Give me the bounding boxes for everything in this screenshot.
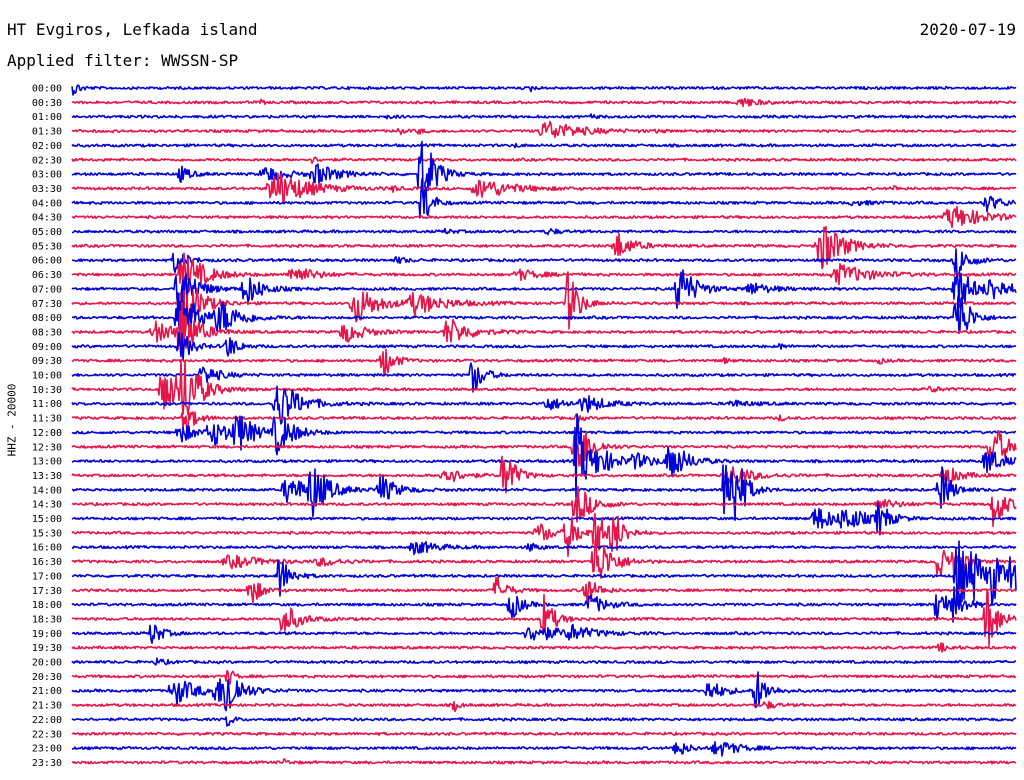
time-tick-label: 08:00 [32, 313, 62, 324]
seismic-trace-row [71, 642, 1017, 653]
time-tick-label: 20:00 [32, 658, 62, 669]
time-tick-label: 17:30 [32, 586, 62, 597]
seismic-trace-row [72, 589, 1017, 647]
seismic-trace-row [71, 485, 1017, 527]
time-tick-label: 05:30 [32, 241, 62, 252]
seismic-trace-row [71, 700, 1017, 713]
seismic-trace-row [71, 623, 1017, 644]
seismic-trace-row [72, 741, 1017, 757]
seismic-trace-row [71, 172, 1017, 204]
seismic-trace-row [71, 464, 1017, 521]
seismic-trace-row [71, 540, 1017, 607]
time-tick-label: 11:00 [32, 399, 62, 410]
seismic-trace-row [71, 156, 1017, 164]
time-tick-label: 15:30 [32, 528, 62, 539]
time-tick-label: 03:00 [32, 170, 62, 181]
seismic-trace-row [71, 97, 1017, 108]
time-tick-label: 21:30 [32, 701, 62, 712]
time-tick-label: 07:00 [32, 284, 62, 295]
seismic-trace-row [71, 385, 1017, 425]
time-tick-label: 00:30 [32, 98, 62, 109]
time-tick-label: 23:00 [32, 744, 62, 755]
time-tick-label: 16:30 [32, 557, 62, 568]
seismic-trace-row [71, 140, 1017, 214]
seismic-trace-row [71, 362, 1017, 393]
time-tick-label: 09:30 [32, 356, 62, 367]
seismic-trace-row [71, 576, 1017, 604]
time-tick-label: 06:00 [32, 256, 62, 267]
time-tick-label: 07:30 [32, 299, 62, 310]
time-tick-label: 14:30 [32, 500, 62, 511]
seismic-trace-row [71, 669, 1017, 685]
recording-date: 2020-07-19 [919, 20, 1016, 39]
time-tick-label: 16:00 [32, 543, 62, 554]
time-tick-label: 15:00 [32, 514, 62, 525]
seismic-trace-row [71, 252, 1017, 296]
time-tick-label: 04:30 [32, 213, 62, 224]
time-tick-label: 02:30 [32, 155, 62, 166]
time-tick-label: 23:30 [32, 758, 62, 769]
time-tick-label: 12:00 [32, 428, 62, 439]
time-tick-label: 17:00 [32, 571, 62, 582]
seismic-trace-row [71, 358, 1017, 416]
seismic-trace-row [71, 716, 1017, 727]
time-tick-label: 22:00 [32, 715, 62, 726]
seismic-trace-row [71, 301, 1017, 356]
seismic-trace-row [71, 225, 1017, 270]
seismic-trace-row [72, 413, 1017, 499]
seismic-trace-row [71, 178, 1017, 219]
time-tick-label: 10:30 [32, 385, 62, 396]
time-tick-label: 21:00 [32, 686, 62, 697]
time-tick-label: 19:30 [32, 643, 62, 654]
filter-label: Applied filter: WWSSN-SP [7, 51, 239, 70]
seismic-trace-row [71, 205, 1017, 229]
seismic-trace-row [71, 269, 1017, 309]
seismic-trace-row [72, 227, 1017, 236]
seismic-trace-row [71, 671, 1017, 712]
time-tick-label: 01:30 [32, 127, 62, 138]
seismic-trace-row [71, 512, 1017, 558]
seismic-trace-row [71, 248, 1017, 278]
time-tick-label: 18:30 [32, 614, 62, 625]
time-tick-label: 19:00 [32, 629, 62, 640]
time-tick-label: 14:00 [32, 485, 62, 496]
seismic-trace-row [71, 142, 1017, 149]
seismic-trace-row [71, 731, 1017, 736]
time-tick-label: 03:30 [32, 184, 62, 195]
time-tick-label: 09:00 [32, 342, 62, 353]
time-tick-label: 08:30 [32, 327, 62, 338]
seismic-trace-row [71, 84, 1017, 96]
seismic-trace-row [71, 120, 1017, 139]
time-tick-label: 05:00 [32, 227, 62, 238]
seismic-trace-row [71, 502, 1017, 536]
seismic-trace-row [71, 657, 1017, 666]
seismic-trace-row [71, 455, 1017, 494]
time-tick-label: 13:00 [32, 457, 62, 468]
time-tick-label: 11:30 [32, 414, 62, 425]
time-tick-label: 13:30 [32, 471, 62, 482]
time-tick-label: 18:00 [32, 600, 62, 611]
seismic-trace-row [71, 536, 1017, 580]
seismic-trace-row [71, 331, 1017, 362]
time-tick-label: 00:00 [32, 84, 62, 95]
time-tick-label: 02:00 [32, 141, 62, 152]
time-tick-label: 20:30 [32, 672, 62, 683]
seismic-trace-row [71, 411, 1017, 434]
time-tick-label: 22:30 [32, 729, 62, 740]
seismic-trace-row [71, 348, 1017, 377]
time-tick-label: 10:00 [32, 371, 62, 382]
seismic-trace-row [71, 288, 1017, 337]
seismic-trace-row [71, 758, 1016, 765]
station-title: HT Evgiros, Lefkada island [7, 20, 258, 39]
seismic-trace-row [71, 415, 1017, 456]
time-tick-label: 12:30 [32, 442, 62, 453]
seismic-trace-row [71, 541, 1017, 556]
time-tick-label: 04:00 [32, 198, 62, 209]
time-tick-label: 01:00 [32, 112, 62, 123]
time-tick-label: 06:30 [32, 270, 62, 281]
seismic-trace-row [71, 429, 1017, 467]
seismic-trace-row [71, 271, 1017, 337]
seismic-trace-row [71, 113, 1017, 120]
